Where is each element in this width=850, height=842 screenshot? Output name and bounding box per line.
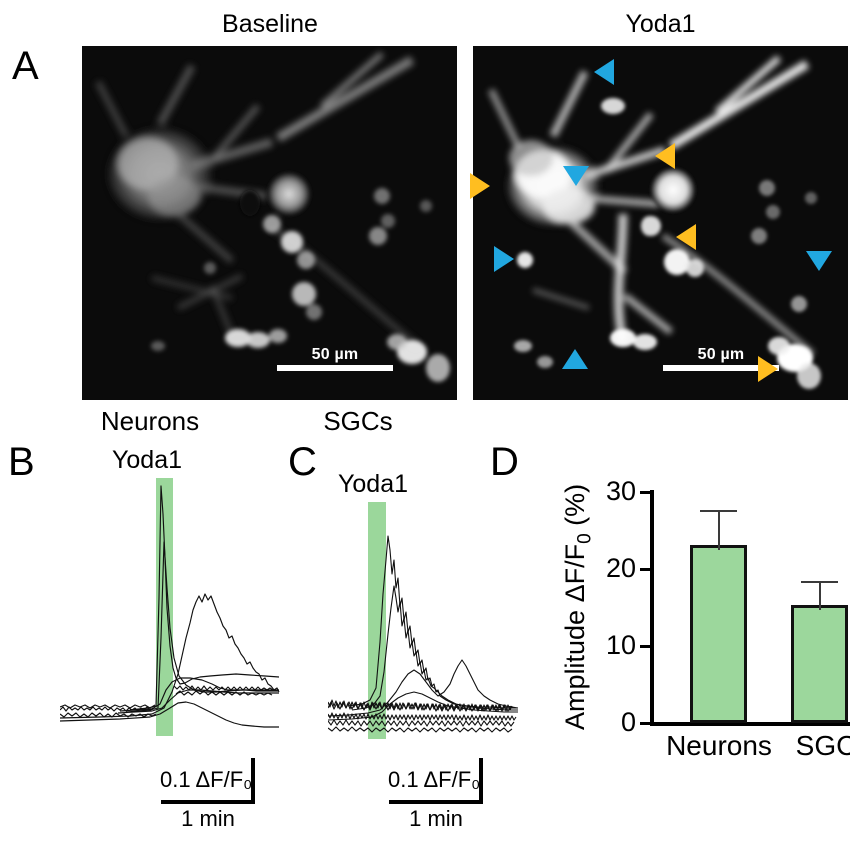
panel-b-cal-horizontal — [161, 800, 255, 804]
arrowhead-orange-3 — [676, 224, 696, 250]
panel-b-cal-x-label: 1 min — [181, 806, 235, 831]
panel-b-calibration: 0.1 ΔF/F₀ 1 min — [150, 758, 270, 831]
panel-b-traces — [60, 478, 280, 738]
chart-y-axis-label: Amplitude ΔF/F0 (%) — [560, 484, 598, 730]
chart-ytick-20 — [640, 568, 651, 571]
chart-ytick-label-20: 20 — [605, 553, 636, 583]
chart-errorbar-sgcs-cap — [801, 581, 838, 583]
panel-letter-d: D — [490, 440, 519, 484]
arrowhead-blue-2 — [563, 166, 589, 186]
chart-bar-sgcs[interactable] — [791, 605, 848, 723]
yoda1-micrograph: 50 µm — [473, 46, 848, 400]
arrowhead-blue-3 — [494, 246, 514, 272]
arrowhead-orange-4 — [758, 356, 778, 382]
amplitude-bar-chart: Amplitude ΔF/F0 (%) 30 20 10 0 Neurons S… — [540, 470, 850, 770]
panel-c-cal-y-label: 0.1 ΔF/F₀ — [388, 767, 481, 792]
panel-b-cal-vertical — [251, 758, 255, 804]
yoda1-scalebar-label: 50 µm — [697, 346, 745, 363]
panel-letter-c: C — [288, 440, 317, 484]
baseline-micrograph-content — [82, 46, 457, 400]
arrowhead-blue-5 — [562, 349, 588, 369]
chart-y-axis — [650, 490, 654, 725]
panel-b-trace-lines — [60, 485, 280, 728]
yoda1-image-title: Yoda1 — [625, 10, 696, 38]
baseline-image-title: Baseline — [222, 10, 318, 38]
arrowhead-orange-2 — [655, 143, 675, 169]
panel-c-cal-vertical — [479, 758, 483, 804]
baseline-micrograph: 50 µm — [82, 46, 457, 400]
panel-c-title: SGCs — [323, 406, 393, 436]
panel-c-calibration: 0.1 ΔF/F₀ 1 min — [378, 758, 498, 831]
arrowhead-blue-4 — [806, 251, 832, 271]
panel-c-cal-x-label: 1 min — [409, 806, 463, 831]
panel-c-trace-lines — [328, 535, 518, 733]
arrowhead-blue-1 — [594, 59, 614, 85]
chart-x-axis — [650, 722, 850, 726]
chart-ytick-label-30: 30 — [605, 476, 636, 506]
panel-letter-b: B — [8, 440, 35, 484]
chart-ytick-10 — [640, 645, 651, 648]
panel-b-cal-y-label: 0.1 ΔF/F₀ — [160, 767, 253, 792]
chart-bar-neurons[interactable] — [690, 545, 747, 723]
baseline-scalebar-line — [277, 365, 393, 371]
panel-c-traces — [328, 502, 518, 742]
panel-letter-a: A — [12, 44, 39, 88]
yoda1-scalebar: 50 µm — [663, 346, 779, 371]
baseline-scalebar-label: 50 µm — [311, 346, 359, 363]
panel-b-title: Neurons — [100, 406, 200, 436]
panel-c-stimulus-band — [368, 502, 386, 739]
chart-y-axis-label-sub: 0 — [574, 533, 596, 544]
chart-ytick-label-10: 10 — [605, 630, 636, 660]
chart-ytick-30 — [640, 491, 651, 494]
panel-c-stimulus-label: Yoda1 — [338, 470, 408, 498]
chart-errorbar-sgcs-line — [819, 581, 821, 610]
chart-ytick-label-0: 0 — [620, 707, 636, 737]
baseline-scalebar: 50 µm — [277, 346, 393, 371]
panel-c-cal-horizontal — [389, 800, 483, 804]
yoda1-scalebar-line — [663, 365, 779, 371]
yoda1-micrograph-content — [473, 46, 848, 400]
panel-b-stimulus-label: Yoda1 — [112, 446, 182, 474]
chart-ytick-0 — [640, 722, 651, 725]
chart-category-label-neurons: Neurons — [666, 730, 772, 761]
arrowhead-orange-1 — [470, 173, 490, 199]
chart-errorbar-neurons-line — [718, 510, 720, 550]
chart-errorbar-neurons-cap — [700, 510, 737, 512]
chart-category-label-sgcs: SGCs — [795, 730, 850, 761]
